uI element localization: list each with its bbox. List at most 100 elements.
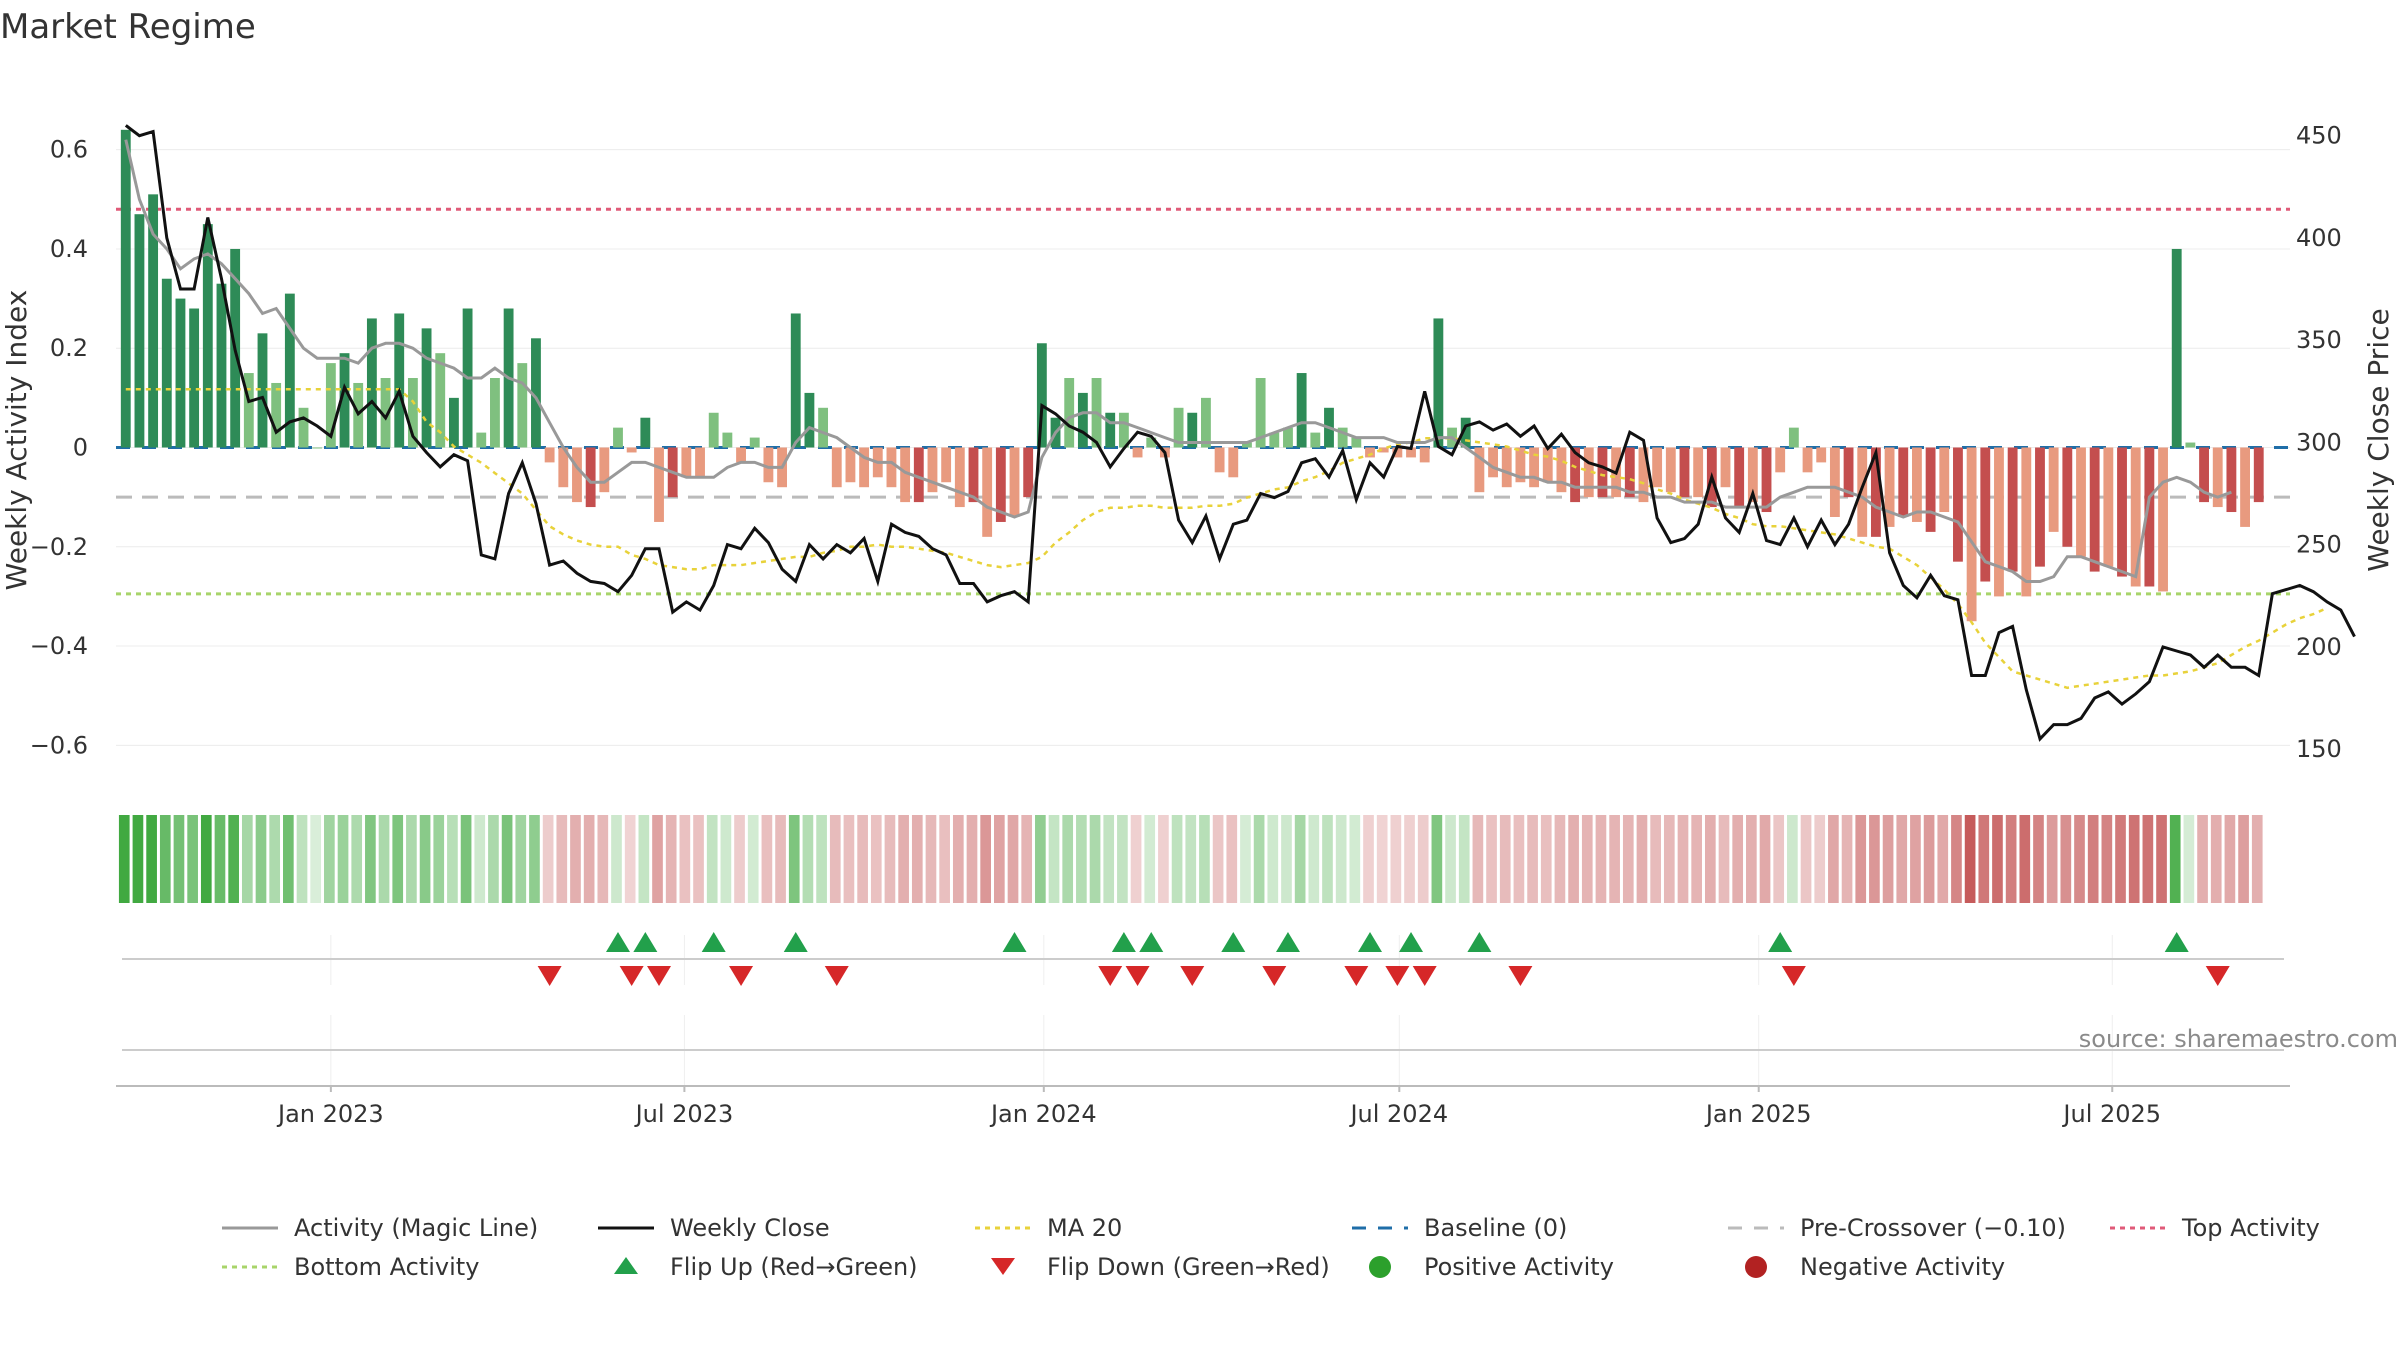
regime-cell — [1144, 815, 1156, 903]
regime-cell — [2005, 815, 2017, 903]
regime-cell — [1718, 815, 1730, 903]
regime-cell — [1417, 815, 1429, 903]
regime-cell — [1773, 815, 1785, 903]
regime-cell — [296, 815, 308, 903]
activity-bar — [1501, 447, 1512, 488]
regime-cell — [1185, 815, 1197, 903]
y-tick-left: −0.4 — [30, 632, 88, 660]
regime-cell — [2101, 815, 2113, 903]
regime-cell — [1540, 815, 1552, 903]
activity-bar — [189, 308, 200, 448]
activity-bar — [517, 363, 528, 448]
triangle-down-icon — [991, 1258, 1015, 1275]
activity-bar — [1925, 447, 1936, 532]
activity-bar — [1980, 447, 1991, 582]
activity-bar — [1556, 447, 1567, 493]
activity-bar — [2226, 447, 2237, 513]
regime-cell — [1349, 815, 1361, 903]
activity-bar — [2144, 447, 2155, 587]
legend-item-precross: Pre-Crossover (−0.10) — [1728, 1214, 2066, 1242]
regime-cell — [406, 815, 417, 903]
activity-bar — [1228, 447, 1239, 478]
regime-cell — [2197, 815, 2208, 903]
y-tick-left: 0.6 — [50, 136, 88, 164]
activity-bar — [1378, 447, 1389, 453]
green-circle-icon — [1369, 1256, 1391, 1278]
regime-cell — [2074, 815, 2085, 903]
regime-cell — [1622, 815, 1634, 903]
regime-cell — [966, 815, 978, 903]
regime-cell — [2210, 815, 2222, 903]
x-tick-label: Jan 2025 — [1704, 1100, 1812, 1128]
activity-bar — [2035, 447, 2045, 567]
activity-bar — [886, 447, 897, 488]
activity-bar — [366, 318, 377, 448]
regime-cell — [2169, 815, 2181, 903]
magic-line — [124, 139, 2232, 583]
regime-cell — [2142, 815, 2154, 903]
regime-cell — [993, 815, 1005, 903]
triangle-up-icon — [614, 1257, 638, 1274]
regime-cell — [132, 815, 144, 903]
activity-bar — [1638, 447, 1649, 503]
regime-cell — [1882, 815, 1894, 903]
activity-bar — [2062, 447, 2073, 547]
activity-bar — [1310, 432, 1321, 448]
activity-bar — [2048, 447, 2059, 532]
regime-cell — [747, 815, 759, 903]
legend-label: Activity (Magic Line) — [294, 1214, 538, 1242]
regime-cell — [1363, 815, 1374, 903]
activity-bar — [1283, 427, 1293, 448]
activity-bar — [654, 447, 664, 522]
activity-bar — [2199, 447, 2209, 503]
flip-up-marker — [605, 932, 630, 952]
regime-cell — [952, 815, 964, 903]
regime-cell — [1253, 815, 1265, 903]
activity-bar — [1529, 447, 1540, 488]
activity-bar — [325, 363, 336, 448]
activity-bar — [968, 447, 979, 503]
legend-item-close: Weekly Close — [598, 1214, 830, 1242]
activity-bar — [640, 417, 651, 448]
activity-bar — [1665, 447, 1676, 493]
activity-bar — [1829, 447, 1840, 517]
activity-bar — [1351, 437, 1362, 448]
legend: Activity (Magic Line) Weekly Close MA 20 Ba… — [222, 1214, 2320, 1281]
legend-label: Pre-Crossover (−0.10) — [1800, 1214, 2066, 1242]
regime-cell — [980, 815, 991, 903]
regime-cell — [173, 815, 185, 903]
activity-bar — [2185, 442, 2196, 448]
reference-lines — [116, 207, 2290, 596]
regime-cell — [734, 815, 745, 903]
regime-cell — [1226, 815, 1238, 903]
y-tick-right: 450 — [2296, 122, 2342, 150]
regime-cell — [337, 815, 349, 903]
activity-bar — [1419, 447, 1430, 463]
regime-cell — [638, 815, 650, 903]
activity-bar — [1118, 412, 1129, 448]
activity-bar — [722, 432, 733, 448]
y-tick-left: −0.6 — [30, 731, 88, 759]
red-circle-icon — [1745, 1256, 1767, 1278]
activity-bar — [1597, 447, 1608, 498]
regime-cell — [939, 815, 950, 903]
activity-bar — [1474, 447, 1485, 493]
regime-cell — [1704, 815, 1716, 903]
regime-cell — [1896, 815, 1908, 903]
regime-cell — [146, 815, 157, 903]
legend-label: Weekly Close — [670, 1214, 830, 1242]
flip-down-marker — [1180, 966, 1205, 986]
regime-cell — [2183, 815, 2195, 903]
y-tick-left: −0.2 — [30, 533, 88, 561]
legend-item-flipdown: Flip Down (Green→Red) — [991, 1253, 1330, 1281]
regime-cell — [1240, 815, 1251, 903]
activity-bar — [2171, 248, 2182, 448]
regime-cell — [611, 815, 622, 903]
activity-bar — [831, 447, 842, 488]
weekly-close-line — [124, 124, 2356, 742]
flip-down-marker — [824, 966, 849, 986]
legend-label: Positive Activity — [1424, 1253, 1614, 1281]
activity-bar — [1570, 447, 1581, 503]
regime-cell — [761, 815, 773, 903]
flip-up-marker — [1358, 932, 1383, 952]
